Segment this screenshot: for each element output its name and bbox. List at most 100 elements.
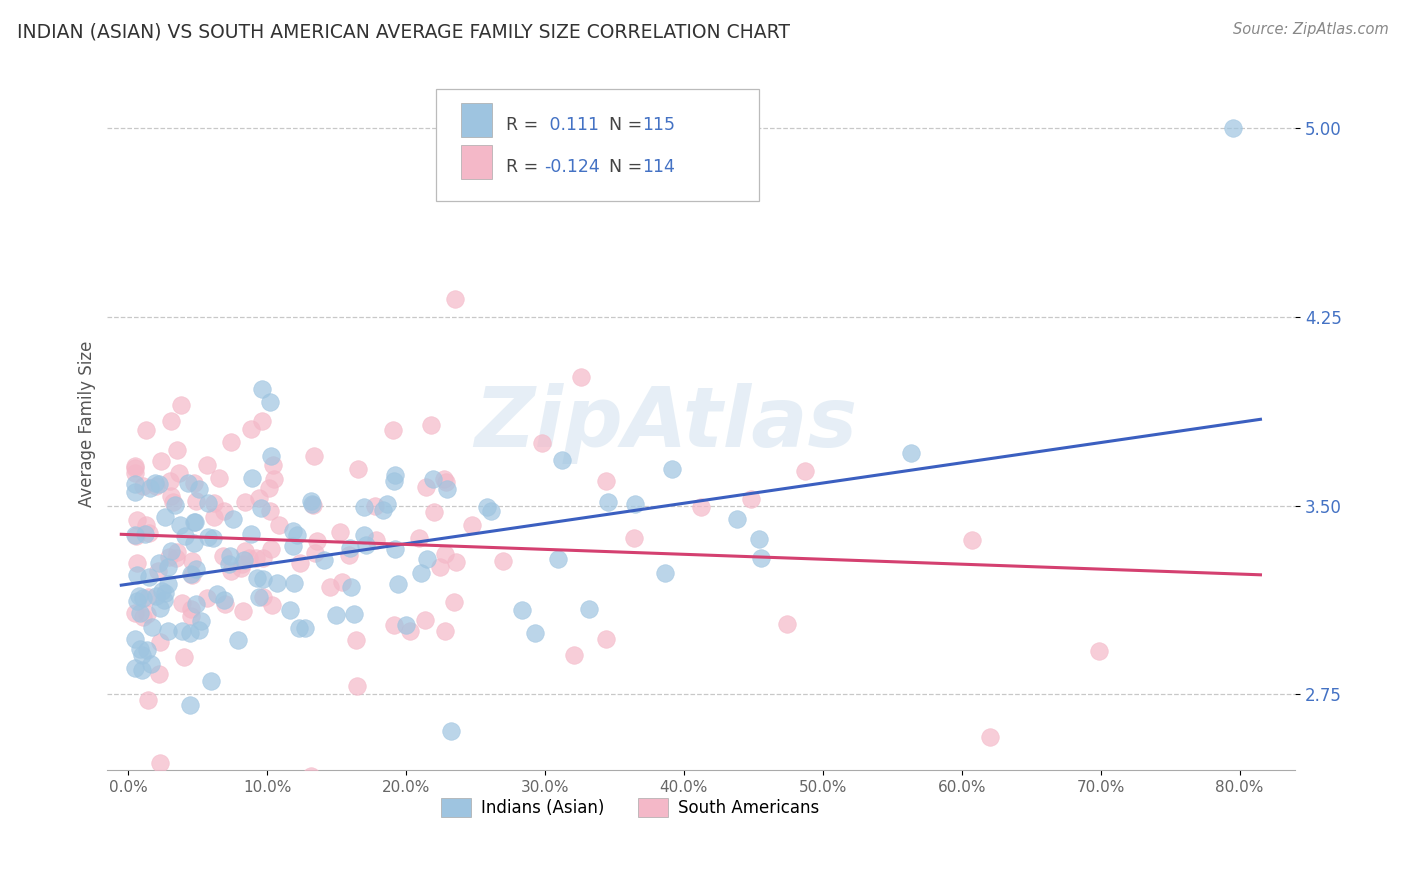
Point [238,551,260,566]
Point [252,572,274,586]
Text: R =: R = [506,116,544,134]
Point [302,449,325,463]
Point [247,590,270,604]
Point [124,632,146,646]
Point [281,524,304,539]
Point [433,624,456,639]
Point [259,504,281,518]
Point [432,472,454,486]
Point [136,692,159,706]
Point [707,805,730,820]
Point [523,625,546,640]
Point [219,549,242,563]
Point [124,476,146,491]
Point [249,500,271,515]
Point [131,648,153,662]
Point [153,586,176,600]
Point [294,621,316,635]
Point [183,535,205,549]
Point [149,635,172,649]
Point [339,541,361,556]
Point [212,593,235,607]
Point [434,547,457,561]
Point [149,600,172,615]
Point [143,475,166,490]
Text: 115: 115 [643,116,675,134]
Point [157,560,180,574]
Point [415,480,437,494]
Point [530,435,553,450]
Legend: Indians (Asian), South Americans: Indians (Asian), South Americans [434,791,825,824]
Point [218,557,240,571]
Point [135,423,157,437]
Point [240,422,263,436]
Point [304,545,326,559]
Point [299,769,322,783]
Point [240,471,263,485]
Point [233,494,256,508]
Point [387,577,409,591]
Point [346,679,368,693]
Point [160,489,183,503]
Point [214,598,236,612]
Point [141,620,163,634]
Point [440,724,463,739]
Point [578,602,600,616]
Point [184,515,207,529]
Point [353,527,375,541]
Point [132,610,155,624]
Point [564,648,586,662]
Point [512,603,534,617]
Point [245,571,267,585]
Point [170,597,193,611]
Point [200,673,222,688]
Point [131,663,153,677]
Point [148,477,170,491]
Point [325,607,347,622]
Point [125,594,148,608]
Point [129,642,152,657]
Point [330,574,353,589]
Point [260,449,283,463]
Point [415,552,437,566]
Point [461,518,484,533]
Point [399,624,422,638]
Point [260,542,283,557]
Point [314,552,336,566]
Point [395,618,418,632]
Text: N =: N = [598,116,647,134]
Point [166,545,188,559]
Point [125,568,148,582]
Point [384,542,406,557]
Point [188,482,211,496]
Point [337,548,360,562]
Point [148,556,170,570]
Point [596,495,619,509]
Point [689,500,711,514]
Point [252,550,274,565]
Point [353,500,375,514]
Point [263,472,285,486]
Text: 0.111: 0.111 [544,116,599,134]
Point [344,632,367,647]
Point [252,590,274,604]
Point [181,554,204,568]
Point [281,539,304,553]
Point [481,504,503,518]
Point [301,498,323,512]
Point [278,603,301,617]
Point [250,382,273,396]
Point [170,398,193,412]
Point [124,606,146,620]
Point [347,461,370,475]
Point [409,566,432,580]
Point [124,458,146,473]
Point [195,591,218,606]
Point [149,756,172,770]
Point [184,598,207,612]
Point [285,528,308,542]
Point [979,731,1001,745]
Point [1222,120,1244,135]
Point [305,534,328,549]
Point [725,511,748,525]
